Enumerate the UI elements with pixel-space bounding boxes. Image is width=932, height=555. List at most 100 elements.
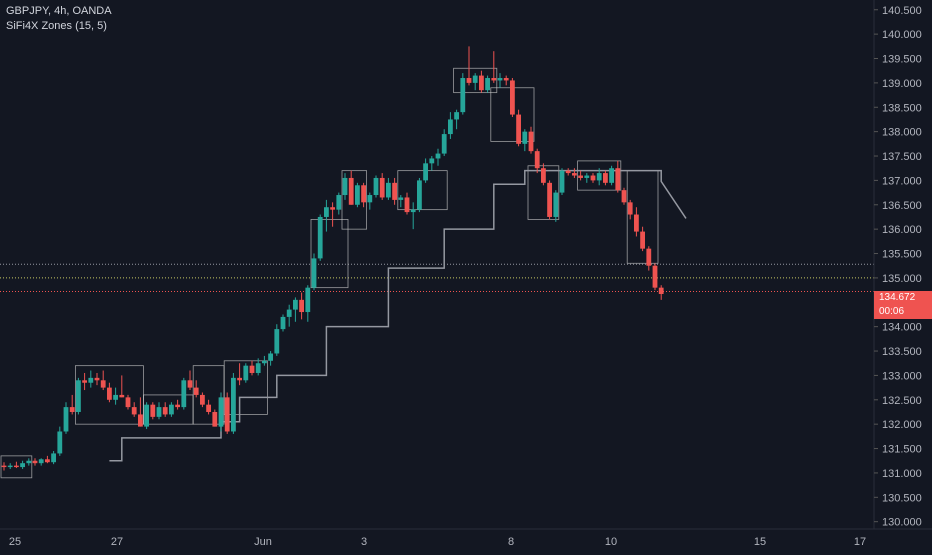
candle-body [522, 131, 528, 144]
candle-body [361, 185, 366, 203]
candle-body [317, 216, 323, 259]
candle-body [491, 78, 497, 81]
candle-body [14, 465, 19, 468]
candle-body [107, 387, 112, 400]
candle-body [1, 465, 7, 468]
candle-body [355, 185, 360, 205]
candle-body [268, 353, 273, 361]
candle-body [249, 365, 255, 373]
candle-body [138, 414, 143, 427]
candle-body [658, 287, 664, 294]
candle-body [51, 453, 56, 463]
candle-body [20, 463, 25, 468]
candle-body [206, 404, 211, 412]
price-tick-label: 133.500 [882, 346, 922, 358]
candle-body [485, 78, 490, 91]
time-tick-label: 8 [508, 536, 514, 548]
price-tick-label: 137.000 [882, 175, 922, 187]
price-tick-label: 137.500 [882, 151, 922, 163]
candle-body [212, 411, 218, 427]
candle-body [38, 459, 44, 464]
candle-body [435, 153, 441, 159]
candle-body [541, 168, 546, 183]
candle-body [410, 209, 416, 213]
candle-body [615, 168, 621, 191]
zone-box [223, 360, 268, 415]
candle-body [144, 404, 149, 427]
candle-body [131, 407, 137, 415]
candle-body [373, 177, 379, 196]
candle-body [379, 177, 385, 198]
candle-body [237, 377, 242, 381]
candle-body [162, 407, 168, 415]
candle-body [392, 182, 397, 200]
price-tick-label: 138.500 [882, 102, 922, 114]
candle-body [311, 258, 317, 288]
price-tick-label: 134.000 [882, 322, 922, 334]
candle-body [280, 316, 286, 330]
indicator-label[interactable]: SiFi4X Zones (15, 5) [6, 20, 107, 32]
candle-body [76, 380, 81, 412]
candle-body [286, 309, 292, 317]
candle-body [479, 75, 484, 91]
countdown-value: 00:06 [879, 306, 905, 317]
countdown-tag: 00:06 [874, 305, 932, 319]
candle-body [454, 112, 459, 120]
time-tick-label: 17 [854, 536, 866, 548]
candle-body [596, 173, 602, 181]
candle-body [243, 365, 249, 381]
candle-body [26, 460, 32, 464]
candle-body [466, 78, 472, 83]
candle-body [367, 195, 373, 203]
candle-body [193, 387, 199, 395]
candle-body [175, 404, 180, 408]
price-tick-label: 136.000 [882, 224, 922, 236]
candle-body [100, 380, 106, 388]
candle-body [94, 377, 100, 381]
candle-body [82, 380, 87, 383]
candle-body [497, 78, 503, 81]
candle-body [472, 75, 478, 83]
candle-body [652, 265, 658, 288]
time-tick-label: 27 [111, 536, 123, 548]
candle-body [547, 182, 552, 217]
candle-body [150, 404, 156, 417]
candle-body [7, 465, 13, 468]
candle-body [441, 134, 447, 154]
price-tick-label: 132.500 [882, 395, 922, 407]
candle-body [324, 207, 329, 217]
candle-body [262, 360, 267, 364]
candle-body [646, 248, 652, 266]
candle-body [88, 377, 94, 383]
price-tick-label: 133.000 [882, 370, 922, 382]
candle-body [113, 394, 118, 400]
symbol-title[interactable]: GBPJPY, 4h, OANDA [6, 5, 112, 17]
candle-body [634, 214, 639, 232]
price-tick-label: 139.000 [882, 78, 922, 90]
candle-body [187, 380, 193, 388]
time-tick-label: Jun [254, 536, 272, 548]
candle-body [584, 175, 590, 178]
zone-box [310, 219, 349, 289]
price-tick-label: 131.500 [882, 444, 922, 456]
zone-box [453, 67, 498, 94]
candle-body [640, 231, 645, 249]
price-tick-label: 140.000 [882, 29, 922, 41]
price-tick-label: 130.000 [882, 517, 922, 529]
time-tick-label: 3 [361, 536, 367, 548]
candle-body [156, 407, 162, 417]
candle-body [119, 394, 125, 398]
candle-body [348, 177, 354, 205]
candle-body [169, 404, 174, 415]
zone-box [0, 455, 33, 479]
zone-box [577, 160, 622, 191]
price-tick-label: 131.000 [882, 468, 922, 480]
candle-body [32, 460, 38, 464]
price-tick-label: 135.000 [882, 273, 922, 285]
candle-body [516, 114, 521, 144]
candle-body [398, 197, 404, 200]
price-tick-label: 136.500 [882, 200, 922, 212]
